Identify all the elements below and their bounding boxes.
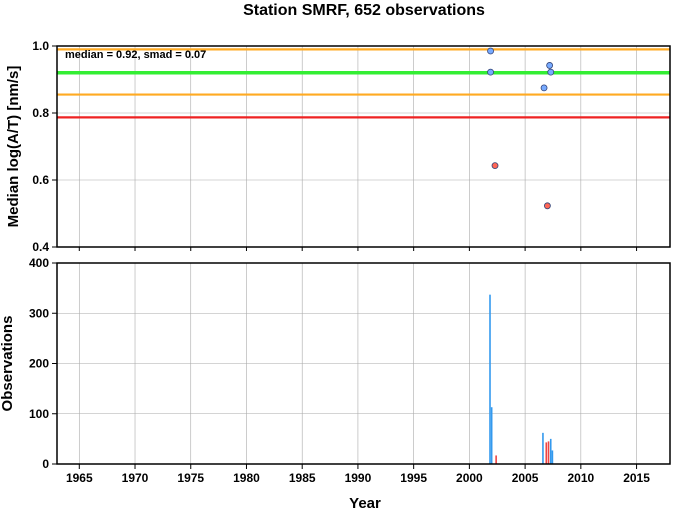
observation-bars [489, 294, 554, 464]
x-tick-label: 2000 [456, 471, 483, 485]
y-tick-label: 200 [29, 357, 49, 371]
x-tick-label: 1975 [177, 471, 204, 485]
scatter-points [487, 47, 555, 210]
accepted-point [540, 84, 548, 92]
reference-lines [57, 48, 670, 119]
x-tick-label: 1980 [233, 471, 260, 485]
accepted-point [487, 68, 494, 76]
bottom-y-ticks: 0 100 200 300 400 [29, 256, 57, 471]
bottom-gridlines [57, 262, 670, 465]
y-tick-label: 1.0 [32, 39, 49, 53]
median-smad-annotation: median = 0.92, smad = 0.07 [65, 49, 206, 61]
x-tick-label: 1965 [66, 471, 93, 485]
rejected-point [491, 162, 499, 169]
x-tick-label: 1995 [400, 471, 427, 485]
accepted-point [547, 68, 555, 76]
y-tick-label: 100 [29, 407, 49, 421]
y-tick-label: 300 [29, 306, 49, 320]
y-tick-label: 0.6 [32, 173, 49, 187]
accepted-bar [489, 294, 491, 464]
accepted-bar [551, 450, 554, 464]
chart-title: Station SMRF, 652 observations [243, 2, 485, 19]
x-tick-label: 2010 [567, 471, 594, 485]
y-tick-label: 0.4 [32, 240, 49, 254]
x-tick-label: 1970 [122, 471, 149, 485]
x-tick-label: 2015 [623, 471, 650, 485]
x-axis-label: Year [349, 495, 381, 511]
y-tick-label: 400 [29, 256, 49, 270]
y-tick-label: 0 [42, 457, 49, 471]
accepted-bar [490, 407, 493, 464]
top-plot-frame [56, 45, 671, 248]
x-tick-label: 1990 [345, 471, 372, 485]
top-gridlines [57, 45, 670, 248]
rejected-bar [495, 455, 497, 464]
x-tick-label: 2005 [512, 471, 539, 485]
rejected-bar [547, 441, 550, 464]
top-y-axis-label: Median log(A/T) [nm/s] [5, 66, 22, 228]
accepted-point [546, 62, 554, 69]
x-tick-label: 1985 [289, 471, 316, 485]
rejected-bar [545, 442, 548, 464]
accepted-point [487, 47, 494, 55]
y-tick-label: 0.8 [32, 106, 49, 120]
accepted-bar [542, 432, 544, 464]
bottom-y-axis-label: Observations [0, 316, 16, 412]
rejected-point [544, 202, 551, 210]
median-amplitude-panel: 0.40.60.81.0 median = 0.92, smad = 0.07 … [5, 39, 671, 254]
top-y-ticks: 0.4 0.6 0.8 1.0 [32, 39, 638, 254]
accepted-bar [549, 438, 552, 464]
x-ticks: 1965 1970 1975 1980 1985 1990 1995 2000 2005 2010… [66, 464, 650, 485]
